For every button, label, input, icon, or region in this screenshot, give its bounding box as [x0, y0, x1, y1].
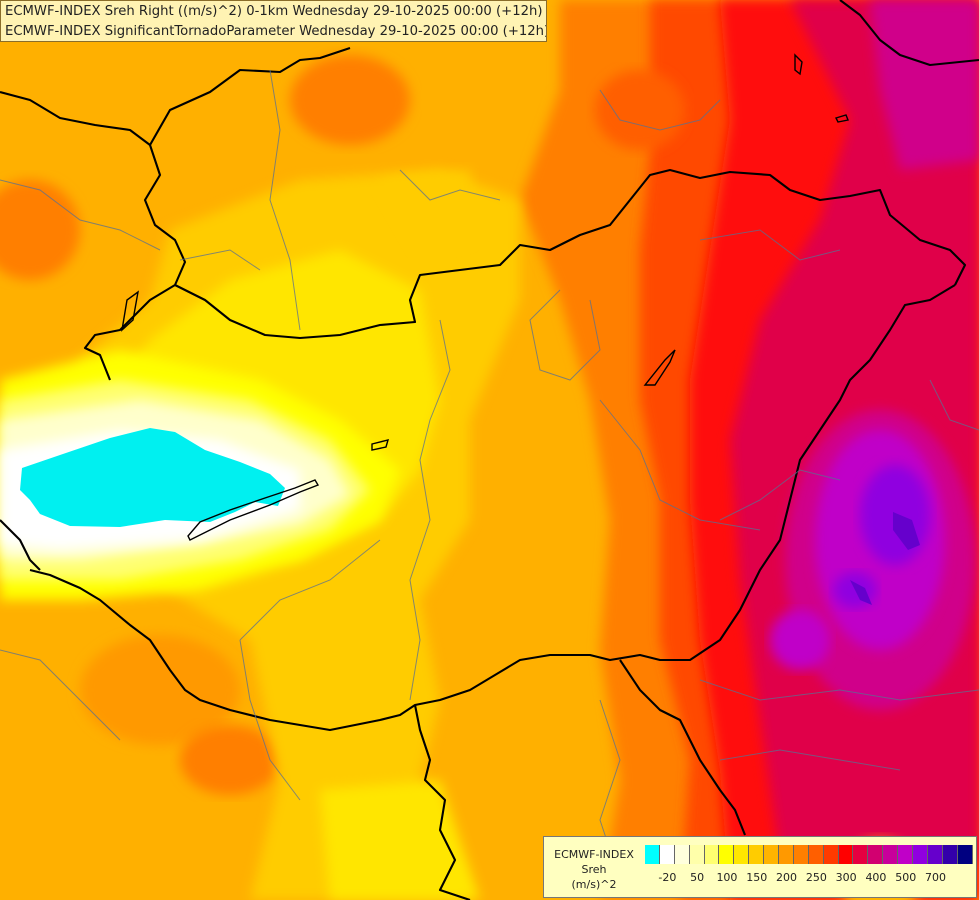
legend-swatch: [838, 845, 854, 864]
legend-title-line-3: (m/s)^2: [571, 878, 617, 891]
legend-swatch: [734, 845, 750, 864]
legend-swatch: [645, 845, 660, 864]
legend-color-scale: [645, 845, 973, 864]
legend-tick-label: 50: [690, 871, 705, 884]
legend-swatch: [764, 845, 780, 864]
legend-swatch: [704, 845, 720, 864]
legend-swatch: [823, 845, 839, 864]
legend-swatch: [719, 845, 735, 864]
legend-tick-label: 500: [895, 871, 917, 884]
legend-swatch: [793, 845, 809, 864]
legend-tick-labels: -20 50 100 150 200 250 300 400 500 700: [645, 871, 975, 887]
legend-swatch: [957, 845, 973, 864]
legend-swatch: [779, 845, 794, 864]
legend-swatch: [942, 845, 958, 864]
legend-swatch: [749, 845, 765, 864]
legend-tick-label: 200: [776, 871, 798, 884]
legend-swatch: [853, 845, 869, 864]
legend-swatch: [927, 845, 943, 864]
legend-tick-label: 400: [865, 871, 887, 884]
legend-swatch: [868, 845, 884, 864]
legend-swatch: [808, 845, 824, 864]
legend-swatch: [898, 845, 914, 864]
legend-tick-label: -20: [658, 871, 677, 884]
color-legend: ECMWF-INDEX Sreh (m/s)^2 -20 50 100 150 200 2…: [543, 836, 977, 898]
legend-swatch: [659, 845, 675, 864]
legend-title-line-2: Sreh: [581, 863, 607, 876]
legend-tick-label: 700: [925, 871, 947, 884]
legend-tick-label: 300: [835, 871, 857, 884]
legend-title-line-1: ECMWF-INDEX: [554, 848, 634, 861]
legend-tick-label: 250: [805, 871, 827, 884]
title-line-1: ECMWF-INDEX Sreh Right ((m/s)^2) 0-1km W…: [5, 4, 543, 19]
legend-swatch: [674, 845, 690, 864]
legend-swatch: [883, 845, 899, 864]
legend-tick-label: 150: [746, 871, 768, 884]
legend-swatch: [689, 845, 705, 864]
legend-tick-label: 100: [716, 871, 738, 884]
legend-swatch: [913, 845, 928, 864]
title-line-2: ECMWF-INDEX SignificantTornadoParameter …: [5, 23, 547, 39]
lakes: [120, 53, 849, 541]
region-borders: [0, 69, 979, 881]
legend-title: ECMWF-INDEX Sreh (m/s)^2: [546, 847, 642, 892]
map-title: ECMWF-INDEX Sreh Right ((m/s)^2) 0-1km W…: [0, 0, 547, 42]
